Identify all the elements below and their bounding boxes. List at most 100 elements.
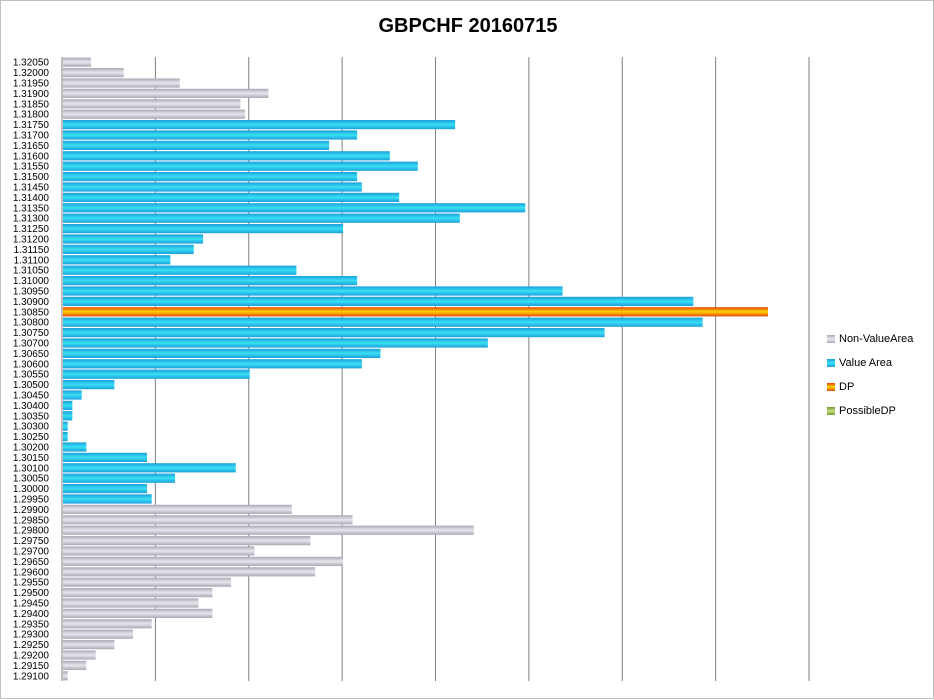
y-tick-label: 1.31400 (13, 193, 50, 204)
y-tick-label: 1.29100 (13, 671, 50, 682)
bar-1.31650 (63, 140, 330, 150)
y-tick-label: 1.29500 (13, 588, 50, 599)
y-tick-label: 1.29300 (13, 630, 50, 641)
bar-1.29450 (63, 598, 199, 608)
y-tick-label: 1.31850 (13, 99, 50, 110)
y-tick-label: 1.31700 (13, 131, 50, 142)
bar-1.30150 (63, 452, 148, 462)
y-tick-label: 1.31550 (13, 162, 50, 173)
y-tick-label: 1.29900 (13, 505, 50, 516)
bar-1.30650 (63, 348, 381, 358)
bar-1.31050 (63, 265, 297, 275)
bar-1.31750 (63, 120, 456, 130)
legend-swatch (827, 383, 835, 391)
y-tick-label: 1.30350 (13, 411, 50, 422)
y-tick-label: 1.29450 (13, 599, 50, 610)
y-tick-label: 1.31100 (14, 255, 50, 266)
y-tick-label: 1.31750 (13, 120, 50, 131)
bar-1.29900 (63, 504, 292, 514)
bar-1.29350 (63, 619, 152, 629)
legend-label: Value Area (839, 357, 893, 369)
bar-1.30550 (63, 369, 250, 379)
bar-1.30750 (63, 328, 605, 338)
y-tick-label: 1.30500 (13, 380, 50, 391)
bar-1.31950 (63, 78, 180, 88)
legend-label: DP (839, 381, 855, 393)
bar-1.29600 (63, 567, 316, 577)
bar-1.31850 (63, 99, 241, 109)
y-tick-label: 1.29550 (13, 578, 50, 589)
y-tick-label: 1.30800 (13, 318, 50, 329)
bar-1.30100 (63, 463, 236, 473)
y-tick-label: 1.31150 (14, 245, 50, 256)
y-tick-label: 1.31200 (13, 235, 50, 246)
legend-label: PossibleDP (839, 405, 896, 417)
bar-1.32000 (63, 68, 124, 78)
bar-1.31900 (63, 88, 269, 98)
bar-1.31150 (63, 244, 194, 254)
bar-1.29650 (63, 556, 344, 566)
bar-1.29850 (63, 515, 353, 525)
bar-1.30500 (63, 380, 115, 390)
y-tick-label: 1.29650 (13, 557, 50, 568)
bar-1.29800 (63, 525, 474, 535)
y-tick-label: 1.30000 (13, 484, 50, 495)
bar-1.30900 (63, 296, 694, 306)
bar-1.31000 (63, 276, 358, 286)
y-tick-label: 1.29750 (13, 536, 50, 547)
y-tick-label: 1.30650 (13, 349, 50, 360)
bar-1.31600 (63, 151, 390, 161)
legend-item: Value Area (827, 351, 913, 375)
bar-1.30350 (63, 411, 73, 421)
y-tick-label: 1.31650 (13, 141, 50, 152)
y-tick-label: 1.30450 (13, 391, 50, 402)
y-tick-label: 1.31000 (13, 276, 50, 287)
bar-1.31800 (63, 109, 246, 119)
legend-item: Non-ValueArea (827, 327, 913, 351)
bar-1.30950 (63, 286, 563, 296)
y-tick-label: 1.31450 (13, 183, 50, 194)
bar-1.30050 (63, 473, 176, 483)
bar-1.30200 (63, 442, 87, 452)
y-tick-label: 1.30200 (13, 443, 50, 454)
y-tick-label: 1.31350 (13, 203, 50, 214)
y-tick-label: 1.32000 (13, 68, 50, 79)
bar-1.29250 (63, 640, 115, 650)
legend-item: PossibleDP (827, 399, 913, 423)
bar-1.31500 (63, 172, 358, 182)
y-tick-label: 1.29950 (13, 495, 50, 506)
y-tick-label: 1.31300 (13, 214, 50, 225)
y-tick-label: 1.31250 (13, 224, 50, 235)
y-tick-label: 1.30050 (13, 474, 50, 485)
bar-1.31100 (63, 255, 171, 265)
bar-1.29750 (63, 536, 311, 546)
legend: Non-ValueArea Value Area DP PossibleDP (827, 327, 913, 423)
bar-1.31450 (63, 182, 362, 192)
bar-1.29100 (63, 671, 68, 681)
bar-1.29950 (63, 494, 152, 504)
bar-1.30600 (63, 359, 362, 369)
y-tick-label: 1.29400 (13, 609, 50, 620)
legend-swatch (827, 359, 835, 367)
y-tick-label: 1.30300 (13, 422, 50, 433)
y-tick-label: 1.31050 (13, 266, 50, 277)
bar-1.30800 (63, 317, 703, 327)
bar-1.30700 (63, 338, 488, 348)
bar-1.31300 (63, 213, 460, 223)
bar-1.29150 (63, 660, 87, 670)
bar-1.31700 (63, 130, 358, 140)
y-tick-label: 1.29200 (13, 651, 50, 662)
y-tick-label: 1.29600 (13, 567, 50, 578)
bar-1.30300 (63, 421, 68, 431)
y-tick-label: 1.30750 (13, 328, 50, 339)
legend-swatch (827, 335, 835, 343)
y-tick-label: 1.29850 (13, 515, 50, 526)
y-tick-label: 1.31500 (13, 172, 50, 183)
y-tick-label: 1.30100 (13, 463, 50, 474)
bar-1.29300 (63, 629, 134, 639)
y-tick-label: 1.30950 (13, 287, 50, 298)
bar-1.29550 (63, 577, 232, 587)
y-tick-label: 1.29700 (13, 547, 50, 558)
